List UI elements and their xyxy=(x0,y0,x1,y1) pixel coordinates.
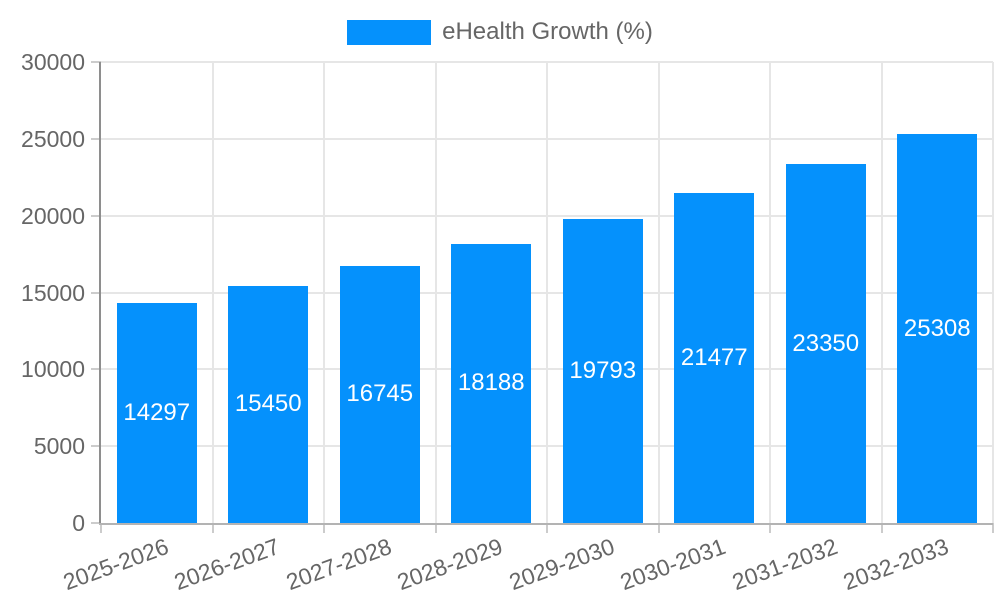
x-gridline xyxy=(880,62,883,523)
x-gridline xyxy=(323,62,325,523)
x-tick xyxy=(434,523,437,533)
x-axis-line xyxy=(99,523,993,525)
bar[interactable]: 23350 xyxy=(785,164,866,523)
y-tick-label: 30000 xyxy=(21,49,85,75)
x-tick xyxy=(992,523,994,533)
bar[interactable]: 25308 xyxy=(897,134,978,523)
y-tick-label: 0 xyxy=(72,510,85,536)
y-tick-label: 25000 xyxy=(21,125,85,152)
y-axis-line xyxy=(99,62,101,523)
x-tick-label: 2031-2032 xyxy=(728,533,841,596)
y-tick-label: 5000 xyxy=(33,433,85,460)
x-tick xyxy=(657,523,660,533)
y-tick xyxy=(91,214,101,217)
bar-value-label: 19793 xyxy=(569,356,637,384)
x-gridline xyxy=(211,62,214,523)
bar[interactable]: 18188 xyxy=(451,243,532,523)
x-tick xyxy=(769,523,771,533)
x-gridline xyxy=(992,62,994,523)
x-tick-label: 2032-2033 xyxy=(839,533,953,596)
y-tick xyxy=(91,61,101,63)
bar-value-label: 25308 xyxy=(903,314,971,342)
bar[interactable]: 16745 xyxy=(339,265,420,523)
y-tick xyxy=(91,137,101,140)
legend-item[interactable]: eHealth Growth (%) xyxy=(0,18,1000,46)
bar-value-label: 16745 xyxy=(346,380,414,408)
bar[interactable]: 21477 xyxy=(674,192,755,523)
y-tick-label: 15000 xyxy=(21,279,85,306)
bar-value-label: 23350 xyxy=(792,329,860,357)
legend-label: eHealth Growth (%) xyxy=(442,18,653,45)
y-tick xyxy=(91,368,101,371)
bar[interactable]: 14297 xyxy=(116,303,197,523)
y-tick xyxy=(91,445,101,448)
x-tick xyxy=(211,523,214,533)
bar[interactable]: 19793 xyxy=(562,218,643,523)
bar-value-label: 21477 xyxy=(680,343,748,371)
x-tick-label: 2029-2030 xyxy=(505,533,618,596)
bar-value-label: 14297 xyxy=(123,399,191,427)
legend-swatch xyxy=(347,19,432,45)
x-tick-label: 2026-2027 xyxy=(170,533,284,596)
x-tick-label: 2027-2028 xyxy=(282,533,395,596)
x-gridline xyxy=(434,62,437,523)
x-tick xyxy=(100,523,102,533)
y-tick-label: 10000 xyxy=(21,356,85,383)
y-tick-label: 20000 xyxy=(21,202,85,229)
x-gridline xyxy=(769,62,771,523)
x-tick xyxy=(880,523,883,533)
x-tick xyxy=(323,523,325,533)
y-tick xyxy=(91,291,101,294)
bar[interactable]: 15450 xyxy=(228,285,309,523)
x-gridline xyxy=(657,62,660,523)
x-gridline xyxy=(546,62,548,523)
x-tick-label: 2028-2029 xyxy=(393,533,507,596)
x-tick-label: 2030-2031 xyxy=(616,533,730,596)
y-tick xyxy=(91,522,101,524)
bar-value-label: 15450 xyxy=(234,390,302,418)
x-tick xyxy=(546,523,548,533)
x-tick-label: 2025-2026 xyxy=(59,533,172,596)
bar-value-label: 18188 xyxy=(457,369,525,397)
